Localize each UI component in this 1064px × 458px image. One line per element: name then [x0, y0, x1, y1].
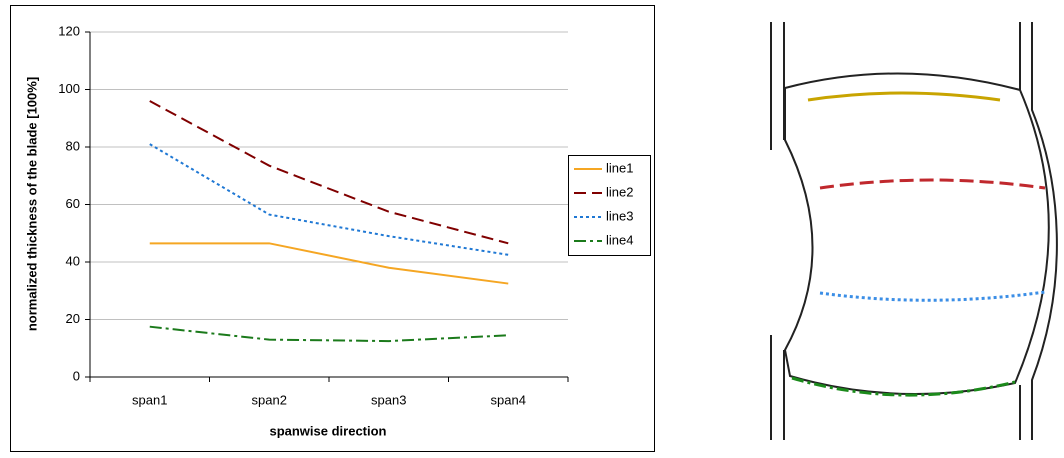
right-wall	[1019, 22, 1058, 440]
x-tick-label: span3	[371, 392, 406, 407]
legend-box	[568, 155, 651, 256]
legend-label: line3	[606, 208, 633, 223]
y-tick-label: 100	[58, 81, 80, 96]
x-axis-label: spanwise direction	[269, 423, 386, 438]
blade-outline	[783, 72, 1050, 395]
section-line	[819, 178, 1046, 190]
legend-label: line4	[606, 232, 633, 247]
y-tick-label: 40	[66, 253, 80, 268]
section-line	[807, 91, 1001, 102]
y-axis-label: normalized thickness of the blade [100%]	[24, 77, 39, 331]
x-tick-label: span1	[132, 392, 167, 407]
x-tick-label: span4	[491, 392, 526, 407]
legend-label: line2	[606, 184, 633, 199]
line	[149, 143, 509, 256]
blade-diagram	[770, 22, 1058, 440]
line	[149, 325, 509, 343]
y-tick-label: 20	[66, 311, 80, 326]
legend-label: line1	[606, 160, 633, 175]
y-tick-label: 0	[73, 368, 80, 383]
y-tick-label: 60	[66, 196, 80, 211]
line	[149, 100, 509, 245]
line	[149, 242, 509, 285]
section-line	[819, 290, 1046, 302]
section-line	[791, 376, 1016, 397]
y-tick-label: 80	[66, 138, 80, 153]
chart-frame	[10, 5, 655, 452]
left-wall	[770, 22, 785, 440]
x-tick-label: span2	[252, 392, 287, 407]
y-tick-label: 120	[58, 23, 80, 38]
